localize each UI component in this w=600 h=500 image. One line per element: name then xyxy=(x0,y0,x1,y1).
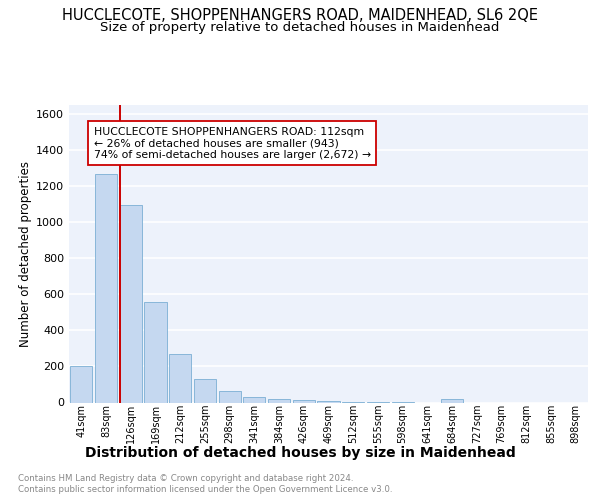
Bar xyxy=(293,400,315,402)
Bar xyxy=(317,401,340,402)
Text: Distribution of detached houses by size in Maidenhead: Distribution of detached houses by size … xyxy=(85,446,515,460)
Text: Contains HM Land Registry data © Crown copyright and database right 2024.: Contains HM Land Registry data © Crown c… xyxy=(18,474,353,483)
Bar xyxy=(268,399,290,402)
Bar xyxy=(194,380,216,402)
Bar xyxy=(95,174,117,402)
Text: HUCCLECOTE SHOPPENHANGERS ROAD: 112sqm
← 26% of detached houses are smaller (943: HUCCLECOTE SHOPPENHANGERS ROAD: 112sqm ←… xyxy=(94,126,371,160)
Bar xyxy=(70,366,92,402)
Bar xyxy=(441,399,463,402)
Bar xyxy=(169,354,191,403)
Bar xyxy=(243,397,265,402)
Bar xyxy=(218,391,241,402)
Text: Contains public sector information licensed under the Open Government Licence v3: Contains public sector information licen… xyxy=(18,485,392,494)
Text: HUCCLECOTE, SHOPPENHANGERS ROAD, MAIDENHEAD, SL6 2QE: HUCCLECOTE, SHOPPENHANGERS ROAD, MAIDENH… xyxy=(62,8,538,22)
Bar xyxy=(119,205,142,402)
Text: Size of property relative to detached houses in Maidenhead: Size of property relative to detached ho… xyxy=(100,21,500,34)
Bar xyxy=(145,302,167,402)
Y-axis label: Number of detached properties: Number of detached properties xyxy=(19,161,32,347)
